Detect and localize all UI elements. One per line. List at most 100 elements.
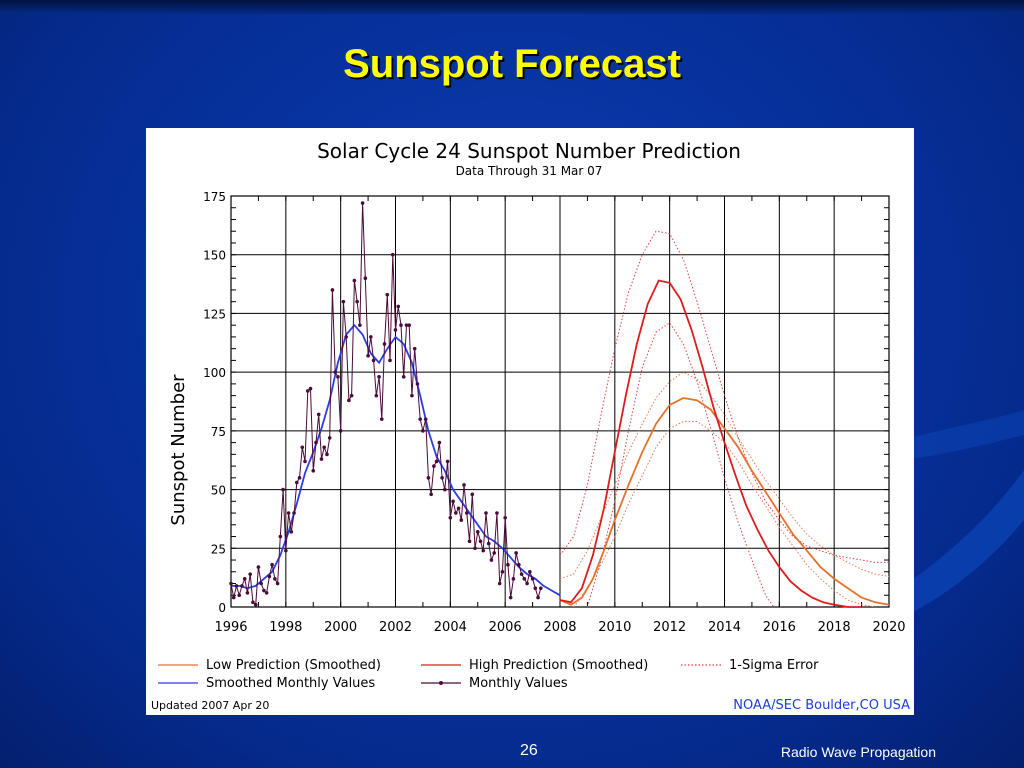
y-tick-label: 150 (203, 249, 226, 263)
y-tick-label: 175 (203, 190, 226, 204)
monthly-value-point (349, 393, 354, 398)
monthly-value-point (434, 459, 439, 464)
monthly-value-point (437, 440, 442, 445)
monthly-value-point (319, 457, 324, 461)
monthly-value-point (429, 492, 433, 497)
monthly-value-point (377, 375, 381, 379)
series-group (229, 201, 890, 608)
monthly-value-point (322, 445, 327, 450)
monthly-value-point (462, 483, 466, 487)
monthly-value-point (382, 342, 387, 346)
monthly-value-point (316, 412, 321, 417)
y-tick-label: 50 (211, 484, 226, 498)
monthly-value-point (256, 565, 261, 569)
footer-text: Radio Wave Propagation (780, 744, 936, 760)
legend-label: Low Prediction (Smoothed) (206, 658, 381, 673)
x-tick-label: 2018 (818, 620, 851, 635)
monthly-value-point (333, 370, 337, 374)
y-tick-label: 125 (203, 307, 226, 321)
monthly-value-point (347, 398, 351, 403)
monthly-value-point (451, 499, 455, 504)
monthly-value-point (270, 562, 274, 567)
monthly-value-point (355, 299, 359, 304)
monthly-value-point (341, 299, 346, 304)
series-line-smoothed-monthly-values (231, 323, 561, 597)
monthly-value-point (440, 476, 444, 480)
monthly-value-point (456, 506, 461, 511)
monthly-value-point (314, 440, 318, 445)
monthly-value-point (303, 459, 307, 464)
monthly-value-point (259, 581, 263, 586)
monthly-value-point (522, 577, 527, 581)
monthly-value-point (344, 335, 348, 339)
y-tick-label: 75 (211, 425, 226, 439)
monthly-value-point (273, 577, 277, 581)
monthly-value-point (401, 375, 406, 379)
monthly-value-point (539, 586, 543, 591)
monthly-value-point (404, 323, 409, 327)
monthly-value-point (459, 518, 464, 522)
monthly-value-point (511, 577, 516, 581)
monthly-value-point (352, 278, 357, 283)
x-tick-label: 2012 (653, 620, 686, 635)
top-band (0, 0, 1024, 14)
monthly-value-point (418, 417, 422, 421)
credit-text: NOAA/SEC Boulder,CO USA (733, 698, 910, 713)
monthly-value-point (448, 515, 453, 520)
monthly-value-point (500, 569, 505, 574)
monthly-value-point (503, 515, 507, 520)
x-tick-label: 2008 (543, 620, 576, 635)
monthly-value-point (325, 452, 329, 457)
legend-label: 1-Sigma Error (729, 658, 819, 673)
monthly-value-point (525, 581, 529, 586)
monthly-value-point (289, 530, 294, 534)
monthly-value-point (286, 511, 291, 515)
monthly-value-point (311, 468, 316, 473)
monthly-value-point (295, 480, 299, 485)
monthly-value-point (517, 562, 521, 567)
monthly-value-point (234, 584, 239, 588)
monthly-value-point (407, 323, 412, 327)
monthly-value-point (385, 292, 390, 297)
monthly-value-point (292, 511, 296, 515)
x-tick-label: 2010 (598, 620, 631, 635)
series-line-low-prediction-1-sigma (559, 371, 890, 580)
monthly-value-point (379, 417, 384, 421)
monthly-value-point (231, 595, 236, 600)
x-tick-label: 2014 (708, 620, 741, 635)
monthly-value-point (336, 375, 340, 379)
monthly-value-point (281, 487, 285, 492)
monthly-value-point (369, 335, 373, 339)
legend-label: Smoothed Monthly Values (206, 676, 375, 691)
x-tick-label: 2020 (872, 620, 905, 635)
monthly-value-point (470, 492, 475, 497)
monthly-value-point (267, 574, 272, 579)
chart-subtitle: Data Through 31 Mar 07 (456, 164, 603, 178)
monthly-value-point (454, 511, 458, 515)
monthly-value-point (519, 572, 524, 576)
monthly-value-point (371, 358, 376, 363)
legend-label: High Prediction (Smoothed) (469, 658, 648, 673)
monthly-value-point (390, 252, 395, 257)
x-tick-label: 2000 (324, 620, 357, 635)
monthly-value-point (473, 546, 477, 551)
monthly-value-point (443, 487, 447, 492)
monthly-value-point (300, 445, 305, 450)
legend-swatch-dot (439, 681, 443, 685)
monthly-value-point (262, 588, 266, 593)
x-tick-label: 1996 (214, 620, 247, 635)
monthly-value-point (338, 429, 343, 433)
slide-title: Sunspot Forecast (343, 42, 681, 86)
x-tick-label: 2016 (763, 620, 796, 635)
monthly-value-point (278, 534, 283, 539)
legend: Low Prediction (Smoothed) High Prediction… (158, 658, 819, 691)
y-tick-label: 0 (218, 601, 226, 615)
monthly-value-point (396, 304, 401, 309)
y-tick-label: 100 (203, 366, 226, 380)
monthly-value-point (374, 393, 379, 398)
monthly-value-point (464, 511, 469, 515)
monthly-value-point (363, 276, 368, 280)
monthly-value-point (275, 581, 280, 586)
page-number: 26 (520, 742, 538, 759)
monthly-value-point (445, 459, 450, 464)
